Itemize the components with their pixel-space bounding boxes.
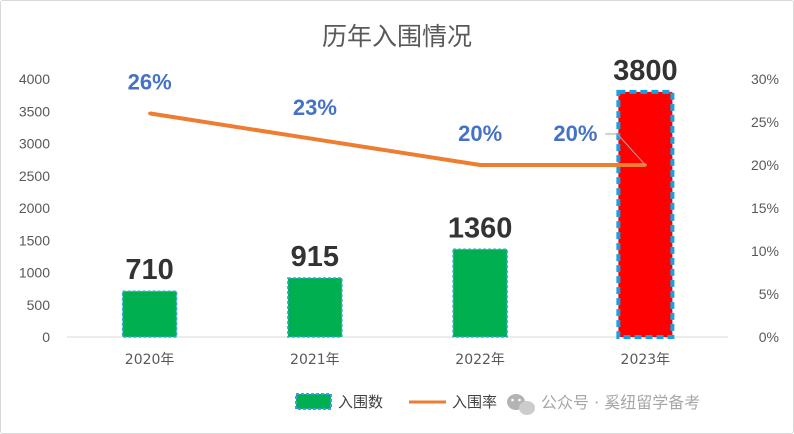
left-tick-label: 0 — [42, 329, 50, 345]
line-data-label: 23% — [293, 95, 337, 120]
chart-title: 历年入围情况 — [322, 22, 472, 51]
x-axis: 2020年 2021年 2022年 2023年 — [125, 352, 670, 368]
line-data-labels: 26% 23% 20% 20% — [128, 69, 646, 166]
line-path — [149, 111, 646, 167]
line-data-label: 26% — [128, 69, 172, 94]
left-axis: 0 500 1000 1500 2000 2500 3000 3500 4000 — [19, 71, 50, 345]
bar-data-labels: 710 915 1360 3800 — [125, 55, 677, 286]
wechat-icon — [507, 394, 535, 415]
bar — [287, 277, 343, 338]
x-tick-label: 2020年 — [125, 352, 175, 368]
line-point — [478, 163, 482, 167]
right-tick-label: 30% — [751, 71, 779, 87]
right-tick-label: 5% — [759, 286, 779, 302]
left-tick-label: 1000 — [19, 265, 50, 281]
data-label-leader-line — [605, 133, 646, 166]
watermark: 公众号 · 奚纽留学备考 — [507, 393, 700, 415]
left-tick-label: 3000 — [19, 136, 50, 152]
right-tick-label: 0% — [759, 329, 779, 345]
bar-data-label: 1360 — [448, 212, 513, 244]
bar-data-label: 710 — [125, 254, 173, 286]
x-tick-label: 2021年 — [290, 352, 340, 368]
left-tick-label: 1500 — [19, 232, 50, 248]
bar — [616, 89, 675, 340]
right-tick-label: 10% — [751, 243, 779, 259]
right-axis: 0% 5% 10% 15% 20% 25% 30% — [751, 71, 779, 345]
bar-data-label: 3800 — [613, 55, 678, 87]
line-series — [148, 111, 647, 167]
legend-line-label: 入围率 — [452, 393, 497, 411]
bar — [452, 248, 508, 338]
legend-bar-label: 入围数 — [338, 393, 383, 411]
bar-data-label: 915 — [291, 241, 339, 273]
legend: 入围数 入围率 — [295, 393, 497, 411]
left-tick-label: 4000 — [19, 71, 50, 87]
right-tick-label: 25% — [751, 114, 779, 130]
line-point — [148, 111, 152, 115]
line-data-label: 20% — [553, 121, 597, 146]
x-tick-label: 2022年 — [455, 352, 505, 368]
bar — [121, 290, 178, 338]
x-tick-label: 2023年 — [621, 352, 671, 368]
line-data-label: 20% — [458, 121, 502, 146]
left-tick-label: 500 — [27, 297, 51, 313]
right-tick-label: 20% — [751, 157, 779, 173]
right-tick-label: 15% — [751, 200, 779, 216]
watermark-text: 公众号 · 奚纽留学备考 — [541, 393, 700, 412]
legend-bar-swatch — [295, 393, 332, 410]
left-tick-label: 2000 — [19, 200, 50, 216]
left-tick-label: 2500 — [19, 168, 50, 184]
bar-series — [121, 89, 675, 340]
line-point — [313, 137, 317, 141]
left-tick-label: 3500 — [19, 103, 50, 119]
